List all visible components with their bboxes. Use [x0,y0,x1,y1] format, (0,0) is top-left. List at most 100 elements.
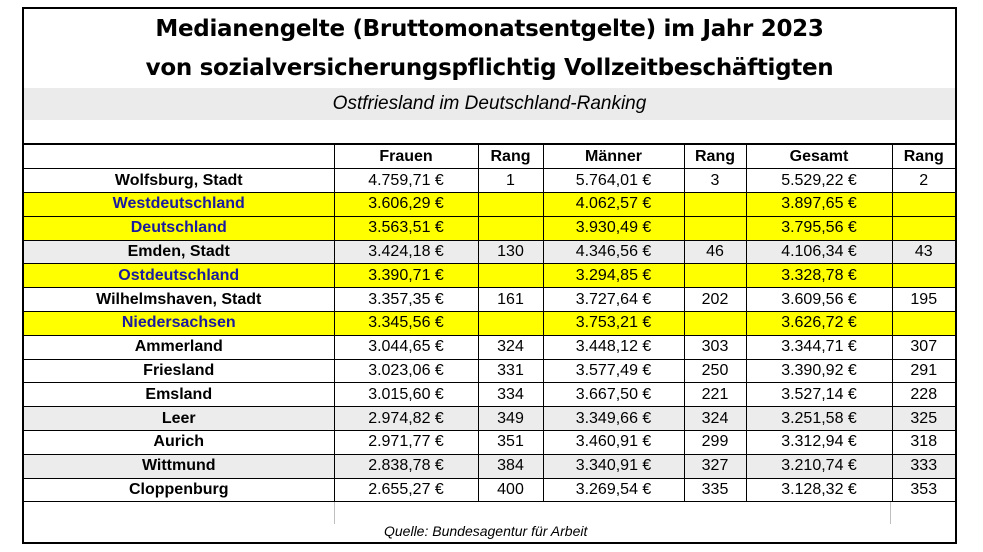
row-rang-gesamt-cell [892,216,955,241]
row-rang-frauen-cell: 331 [478,359,544,384]
row-rang-frauen-cell [478,192,544,217]
row-frauen-cell: 3.357,35 € [334,287,479,313]
row-name-cell: Deutschland [24,216,335,241]
row-rang-frauen-cell: 1 [478,168,544,194]
table-row: Ostdeutschland 3.390,71 € 3.294,85 € 3.328,… [24,263,955,289]
page-title-line-2: von sozialversicherungspflichtig Vollzei… [145,55,834,81]
row-maenner-cell: 3.667,50 € [543,382,685,408]
table-row: Westdeutschland 3.606,29 € 4.062,57 € 3.897… [24,192,955,217]
row-gesamt-cell: 3.609,56 € [746,287,893,313]
row-rang-gesamt-cell: 333 [892,454,955,479]
row-frauen-cell: 3.345,56 € [334,311,479,336]
row-maenner-cell: 3.727,64 € [543,287,685,313]
row-frauen-cell: 3.044,65 € [334,335,479,360]
row-rang-maenner-cell [684,216,747,241]
row-frauen-cell: 2.974,82 € [334,406,479,432]
row-name-cell: Aurich [24,430,335,455]
row-rang-gesamt-cell: 2 [892,168,955,194]
row-rang-frauen-cell: 351 [478,430,544,455]
page-subtitle: Ostfriesland im Deutschland-Ranking [24,88,955,120]
table-body: Wolfsburg, Stadt 4.759,71 €1 5.764,01 €3 5.… [24,168,955,503]
column-divider-right [890,502,891,524]
row-gesamt-cell: 3.897,65 € [746,192,893,217]
row-rang-gesamt-cell: 43 [892,240,955,265]
row-gesamt-cell: 3.328,78 € [746,263,893,289]
row-maenner-cell: 3.269,54 € [543,478,685,503]
row-rang-maenner-cell [684,263,747,289]
row-gesamt-cell: 3.210,74 € [746,454,893,479]
row-rang-frauen-cell: 384 [478,454,544,479]
table-row: Leer 2.974,82 €349 3.349,66 €324 3.251,58 €… [24,406,955,432]
column-header-name [24,145,335,170]
row-frauen-cell: 4.759,71 € [334,168,479,194]
column-header-frauen: Frauen [334,145,479,170]
row-rang-maenner-cell: 46 [684,240,747,265]
table-row: Wittmund 2.838,78 €384 3.340,91 €327 3.210,… [24,454,955,479]
row-frauen-cell: 3.390,71 € [334,263,479,289]
row-rang-gesamt-cell [892,311,955,336]
row-frauen-cell: 2.655,27 € [334,478,479,503]
row-frauen-cell: 3.424,18 € [334,240,479,265]
row-rang-gesamt-cell: 228 [892,382,955,408]
row-name-cell: Ammerland [24,335,335,360]
row-rang-frauen-cell: 334 [478,382,544,408]
row-rang-frauen-cell: 349 [478,406,544,432]
row-frauen-cell: 2.838,78 € [334,454,479,479]
row-rang-frauen-cell: 324 [478,335,544,360]
row-name-cell: Emden, Stadt [24,240,335,265]
row-rang-gesamt-cell [892,263,955,289]
row-maenner-cell: 3.460,91 € [543,430,685,455]
row-gesamt-cell: 3.251,58 € [746,406,893,432]
table-row: Wilhelmshaven, Stadt 3.357,35 €161 3.727,6… [24,287,955,313]
table-row: Ammerland 3.044,65 €324 3.448,12 €303 3.344… [24,335,955,360]
row-rang-maenner-cell [684,192,747,217]
column-header-gesamt: Gesamt [746,145,893,170]
row-rang-gesamt-cell: 195 [892,287,955,313]
row-frauen-cell: 3.563,51 € [334,216,479,241]
column-header-rang-maenner: Rang [684,145,747,170]
row-rang-gesamt-cell: 318 [892,430,955,455]
row-name-cell: Emsland [24,382,335,408]
row-rang-maenner-cell: 327 [684,454,747,479]
row-rang-maenner-cell: 202 [684,287,747,313]
row-rang-frauen-cell [478,216,544,241]
column-header-rang-gesamt: Rang [892,145,955,170]
row-gesamt-cell: 3.128,32 € [746,478,893,503]
table-row: Niedersachsen 3.345,56 € 3.753,21 € 3.626,7… [24,311,955,336]
row-rang-frauen-cell: 161 [478,287,544,313]
row-rang-maenner-cell [684,311,747,336]
row-name-cell: Ostdeutschland [24,263,335,289]
row-rang-maenner-cell: 250 [684,359,747,384]
row-gesamt-cell: 3.344,71 € [746,335,893,360]
row-rang-maenner-cell: 299 [684,430,747,455]
document-frame: Medianengelte (Bruttomonatsentgelte) im … [22,7,957,544]
row-name-cell: Wolfsburg, Stadt [24,168,335,194]
table-row: Emden, Stadt 3.424,18 €130 4.346,56 €46 4.1… [24,240,955,265]
row-rang-maenner-cell: 221 [684,382,747,408]
row-maenner-cell: 4.346,56 € [543,240,685,265]
row-rang-gesamt-cell: 325 [892,406,955,432]
row-rang-maenner-cell: 303 [684,335,747,360]
row-rang-gesamt-cell: 291 [892,359,955,384]
table-row: Emsland 3.015,60 €334 3.667,50 €221 3.527,1… [24,382,955,408]
row-rang-gesamt-cell [892,192,955,217]
row-rang-frauen-cell [478,263,544,289]
row-rang-gesamt-cell: 307 [892,335,955,360]
row-name-cell: Friesland [24,359,335,384]
row-rang-gesamt-cell: 353 [892,478,955,503]
row-rang-frauen-cell: 130 [478,240,544,265]
row-maenner-cell: 5.764,01 € [543,168,685,194]
column-divider-left [334,502,335,524]
table-header-row: Frauen Rang Männer Rang Gesamt Rang [24,145,955,170]
row-maenner-cell: 3.753,21 € [543,311,685,336]
row-name-cell: Leer [24,406,335,432]
row-maenner-cell: 4.062,57 € [543,192,685,217]
row-maenner-cell: 3.930,49 € [543,216,685,241]
row-name-cell: Wittmund [24,454,335,479]
table-row: Friesland 3.023,06 €331 3.577,49 €250 3.390… [24,359,955,384]
source-note: Quelle: Bundesagentur für Arbeit [384,523,588,539]
row-rang-maenner-cell: 3 [684,168,747,194]
row-frauen-cell: 3.015,60 € [334,382,479,408]
row-maenner-cell: 3.448,12 € [543,335,685,360]
row-frauen-cell: 2.971,77 € [334,430,479,455]
